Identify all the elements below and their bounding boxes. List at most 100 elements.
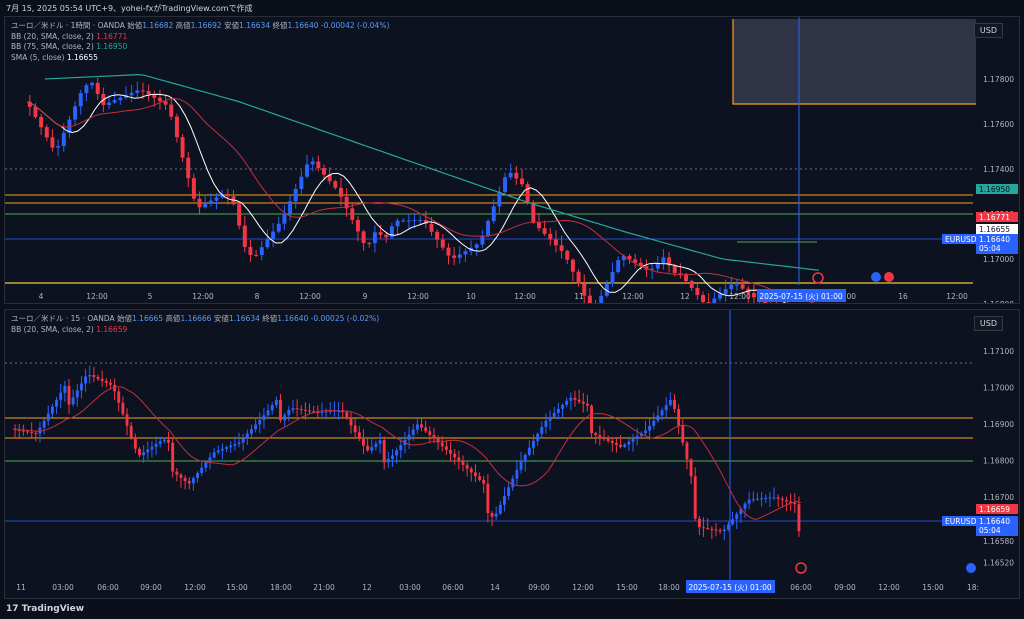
candle-15m-body — [250, 429, 253, 434]
candle-1h-body — [361, 231, 366, 243]
time-tick: 12:00 — [407, 292, 429, 301]
candle-1h-body — [282, 213, 287, 224]
symbol-title[interactable]: ユーロ／米ドル · 1時間 · OANDA — [11, 21, 125, 30]
candle-15m-body — [710, 528, 714, 530]
candle-15m-body — [444, 446, 448, 450]
candle-1h-body — [446, 247, 451, 256]
legend-indicator-sma5[interactable]: SMA (5, close) 1.16655 — [11, 52, 98, 62]
chart-canvas-15m[interactable]: 1.17100 1.17000 1.16900 1.16800 1.16700 1.165… — [5, 310, 1019, 598]
candle-15m-body — [279, 399, 282, 421]
candle-15m-body — [490, 512, 494, 517]
candle-15m-body — [407, 434, 411, 440]
time-tick: 06:00 — [442, 583, 464, 592]
time-tick: 14 — [490, 583, 500, 592]
candle-1h-body — [763, 301, 768, 303]
time-tick: 06:00 — [97, 583, 119, 592]
candle-1h-body — [112, 100, 117, 103]
candle-15m-body — [685, 442, 689, 460]
crosshair-date-bg — [686, 580, 775, 593]
event-icon — [812, 272, 824, 284]
time-tick: 18:00 — [270, 583, 292, 592]
time-tick: 12:00 — [299, 292, 321, 301]
candle-15m-body — [17, 429, 21, 431]
candle-1h-body — [734, 284, 739, 286]
currency-button[interactable]: USD — [973, 23, 1003, 38]
candle-1h-body — [84, 85, 89, 94]
candle-1h-body — [440, 239, 445, 248]
symbol-badge-bg — [942, 234, 976, 244]
candle-1h-body — [751, 293, 756, 298]
time-tick: 12 — [362, 583, 372, 592]
candle-15m-body — [92, 374, 96, 377]
candle-15m-body — [689, 459, 693, 477]
candle-1h-body — [259, 247, 264, 256]
candle-1h-body — [712, 298, 717, 303]
time-tick: :00 — [844, 292, 856, 301]
last-price: 1.16640 — [979, 517, 1010, 526]
candle-1h-body — [514, 172, 519, 179]
legend-indicator-bb75[interactable]: BB (75, SMA, close, 2) 1.16950 — [11, 42, 128, 51]
candle-1h-body — [723, 289, 728, 294]
candle-15m-body — [420, 424, 423, 428]
candle-15m-body — [457, 457, 461, 462]
candle-15m-body — [104, 380, 108, 383]
candle-15m-body — [46, 413, 50, 421]
candle-15m-body — [523, 454, 527, 462]
candle-1h-body — [305, 164, 310, 177]
candle-1h-body — [542, 228, 547, 234]
symbol-title[interactable]: ユーロ／米ドル · 15 · OANDA — [11, 314, 115, 323]
candle-1h-body — [423, 219, 428, 224]
candle-1h-body — [310, 161, 315, 165]
candle-15m-body — [88, 374, 92, 377]
candle-1h-body — [169, 104, 174, 117]
badge-bb20-bg — [976, 504, 1018, 514]
candle-15m-body — [776, 497, 780, 499]
candle-15m-body — [702, 527, 705, 529]
chart-panel-15m[interactable]: 1.17100 1.17000 1.16900 1.16800 1.16700 1.165… — [4, 309, 1020, 599]
candle-15m-body — [154, 443, 158, 447]
candle-1h-body — [322, 168, 326, 175]
candle-15m-body — [772, 497, 776, 499]
candle-1h-body — [548, 233, 553, 240]
candle-15m-body — [109, 382, 112, 385]
time-tick: 12:00 — [729, 292, 751, 301]
candle-1h-body — [678, 273, 683, 275]
candle-15m-body — [565, 400, 569, 405]
candle-1h-body — [633, 259, 638, 263]
price-tick: 1.17600 — [983, 120, 1014, 129]
candle-15m-body — [75, 390, 79, 398]
candle-1h-body — [520, 178, 524, 185]
candle-15m-body — [731, 519, 735, 525]
candle-15m-body — [677, 408, 681, 426]
tradingview-logo[interactable]: 17 TradingView — [6, 604, 85, 614]
candle-1h-body — [61, 132, 66, 147]
candle-15m-body — [100, 378, 104, 381]
candle-1h-body — [271, 231, 276, 240]
candle-15m-body — [229, 445, 233, 448]
candle-1h-body — [372, 232, 377, 244]
countdown-timer: 05:04 — [979, 244, 1001, 253]
currency-button[interactable]: USD — [973, 316, 1003, 331]
candle-15m-body — [793, 502, 797, 505]
chart-bg-15m — [5, 310, 1019, 598]
candle-15m-body — [30, 432, 34, 434]
candle-1h-body — [536, 222, 541, 229]
candle-1h-body — [718, 293, 722, 299]
candle-1h-body — [90, 82, 95, 86]
candle-15m-body — [760, 498, 764, 500]
time-tick: 03:00 — [52, 583, 74, 592]
price-tick: 1.17000 — [983, 384, 1014, 393]
candle-15m-body — [482, 479, 486, 484]
event-icon — [795, 562, 807, 574]
candle-1h-body — [457, 254, 462, 258]
chart-panel-1h[interactable]: 1.178001.176001.174001.172001.170001.168… — [4, 16, 1020, 304]
symbol-badge-bg — [942, 516, 976, 526]
legend-indicator-bb20[interactable]: BB (20, SMA, close, 2) 1.16659 — [11, 324, 128, 334]
candle-15m-body — [179, 474, 183, 478]
chart-canvas-1h[interactable]: 1.178001.176001.174001.172001.170001.168… — [5, 17, 1019, 303]
candle-1h-body — [39, 117, 44, 128]
candle-1h-body — [214, 197, 219, 201]
candle-15m-body — [602, 437, 606, 440]
candle-15m-body — [556, 408, 560, 413]
legend-indicator-bb20[interactable]: BB (20, SMA, close, 2) 1.16771 — [11, 31, 128, 41]
